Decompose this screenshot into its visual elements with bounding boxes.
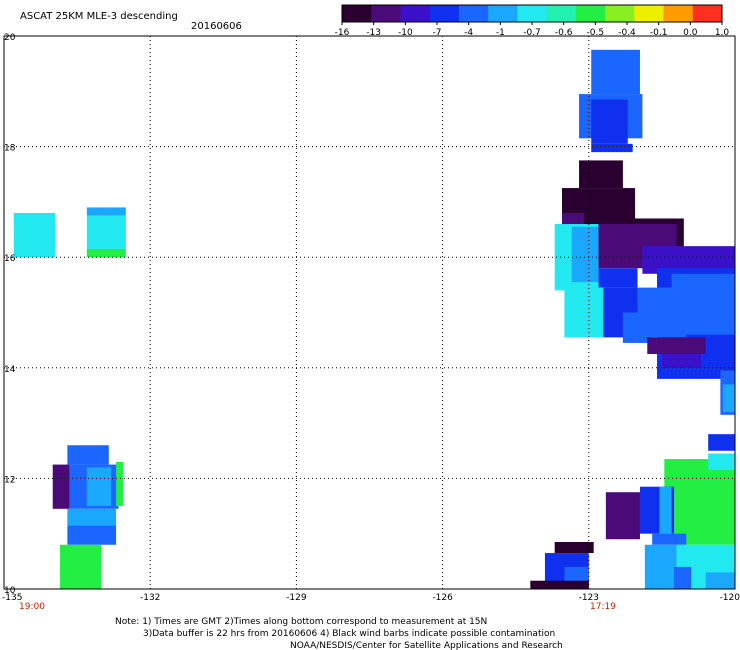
data-cell [579,160,623,189]
data-cell [86,467,112,507]
colorbar-tick-label: -13 [366,28,381,38]
data-cell [708,453,735,471]
colorbar-swatch [546,5,577,22]
data-cell [52,464,70,509]
colorbar-tick-label: -7 [433,28,442,38]
colorbar-swatch [634,5,665,22]
lat-tick-label: 16 [4,254,16,264]
data-cell [708,434,735,451]
lon-tick-label: -123 [579,593,599,603]
colorbar-tick-label: 1.0 [715,28,730,38]
colorbar-swatch [342,5,372,22]
data-cell [86,207,126,216]
lat-tick-label: 18 [4,144,16,154]
colorbar-swatch [605,5,635,22]
figure-date: 20160606 [191,21,242,32]
data-cell [644,544,677,589]
data-cell [86,248,126,258]
color-scale-bar: -16 -13 -10 -7 -4 -1 -0.7 -0.6 -0.5 -0.4 -0.1 0.0 1.… [335,4,730,38]
lat-tick-label: 12 [4,475,15,485]
data-cell [622,312,653,343]
data-cell [598,268,638,288]
map-frame [3,35,736,590]
lat-tick-label: 20 [4,33,16,43]
colorbar-tick-label: -10 [398,28,413,38]
time-label-left: 19:00 [19,602,45,612]
data-cell [13,212,56,258]
data-cell [530,580,589,589]
footer-credit: NOAA/NESDIS/Center for Satellite Applica… [290,641,563,650]
footer-note-line-2: 3)Data buffer is 22 hrs from 20160606 4)… [143,629,555,639]
data-cell [659,486,672,537]
time-label-right: 17:19 [590,602,616,612]
data-cell [647,337,706,354]
data-cell [60,544,102,589]
data-cell [591,143,633,153]
colorbar-swatch [663,5,694,22]
colorbar-swatch [371,5,401,22]
data-cell [661,353,704,368]
lon-tick-label: -129 [286,593,307,603]
data-cell [67,525,117,545]
lat-tick-label: 10 [4,586,16,596]
data-cell [591,99,628,144]
colorbar-tick-label: 0.0 [683,28,698,38]
lat-tick-label: 14 [4,365,16,375]
data-cell [564,287,604,338]
colorbar-tick-label: -16 [335,28,350,38]
data-cell [722,384,735,413]
colorbar-swatch [400,5,431,22]
data-cell [705,572,735,589]
colorbar-swatch [692,5,723,22]
figure-title: ASCAT 25KM MLE-3 descending [20,11,178,22]
data-cell [67,508,117,526]
colorbar-tick-label: -0.1 [650,28,668,38]
data-cell [571,226,599,283]
colorbar-tick-label: -0.5 [587,28,605,38]
data-cell [605,492,640,540]
colorbar-tick-label: -4 [464,28,473,38]
data-cell [554,541,594,554]
colorbar-tick-label: -1 [496,28,505,38]
colorbar-swatch [575,5,606,22]
footer-note-line-1: Note: 1) Times are GMT 2)Times along bot… [115,617,487,627]
colorbar-swatch [517,5,548,22]
lon-tick-label: -126 [432,593,453,603]
data-cell [116,461,124,507]
lat-lon-grid [4,36,735,589]
longitude-labels: -135 -132 -129 -126 -123 -120 [2,593,740,603]
data-cells [13,49,735,589]
colorbar-tick-label: -0.4 [618,28,636,38]
colorbar-swatch [429,5,460,22]
lon-tick-label: -132 [140,593,160,603]
colorbar-tick-label: -0.6 [555,28,573,38]
colorbar-swatch [488,5,518,22]
colorbar-tick-label: -0.7 [523,28,541,38]
data-cell [700,353,731,368]
data-cell [67,445,109,465]
lon-tick-label: -135 [2,593,22,603]
data-cell [674,566,692,589]
data-cell [591,49,640,95]
data-cell [652,533,687,545]
latitude-labels: 20 18 16 14 12 10 [4,33,16,596]
lon-tick-label: -120 [720,593,740,603]
data-cell [86,215,126,249]
colorbar-swatch [458,5,489,22]
